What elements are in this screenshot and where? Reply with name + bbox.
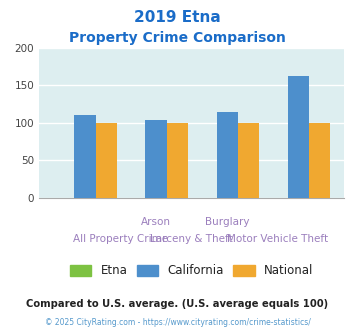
- Bar: [309, 123, 331, 198]
- Bar: [95, 123, 117, 198]
- Text: Arson: Arson: [141, 217, 171, 227]
- Bar: [288, 76, 309, 198]
- Text: Motor Vehicle Theft: Motor Vehicle Theft: [226, 234, 328, 244]
- Text: Compared to U.S. average. (U.S. average equals 100): Compared to U.S. average. (U.S. average …: [26, 299, 329, 309]
- Text: Larceny & Theft: Larceny & Theft: [150, 234, 233, 244]
- Bar: [74, 115, 95, 198]
- Bar: [146, 120, 167, 198]
- Text: Burglary: Burglary: [205, 217, 250, 227]
- Bar: [238, 123, 259, 198]
- Bar: [167, 123, 188, 198]
- Text: All Property Crime: All Property Crime: [73, 234, 168, 244]
- Text: © 2025 CityRating.com - https://www.cityrating.com/crime-statistics/: © 2025 CityRating.com - https://www.city…: [45, 318, 310, 327]
- Text: 2019 Etna: 2019 Etna: [134, 10, 221, 25]
- Legend: Etna, California, National: Etna, California, National: [65, 260, 318, 282]
- Text: Property Crime Comparison: Property Crime Comparison: [69, 31, 286, 45]
- Bar: [217, 113, 238, 198]
